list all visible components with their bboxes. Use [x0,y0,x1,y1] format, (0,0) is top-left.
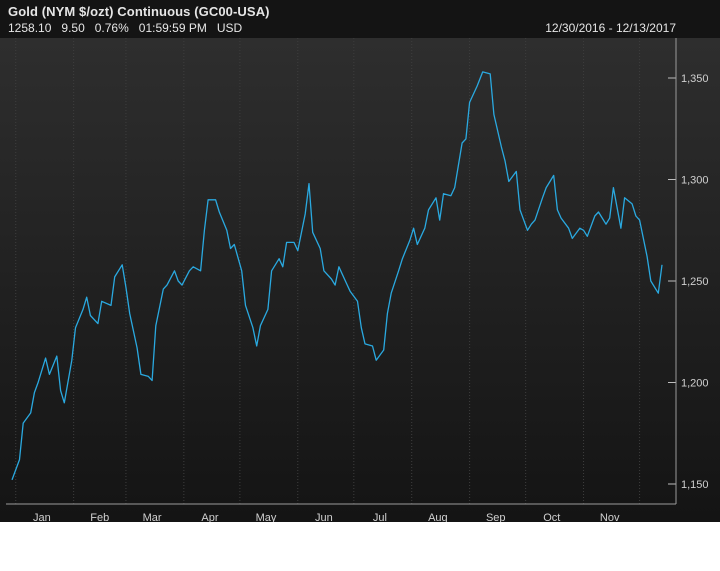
x-tick-label: Apr [201,512,218,522]
price-chart: Jan Feb Mar Apr May Jun Jul Aug Sep Oct Nov 1,150 1,… [0,38,720,522]
y-tick-label: 1,300 [681,175,709,187]
currency: USD [216,21,243,35]
last-price: 1258.10 [8,21,52,35]
y-tick-label: 1,150 [681,479,709,491]
x-tick-label: May [256,512,277,522]
x-tick-label: Mar [143,512,162,522]
quote-time: 01:59:59 PM [138,21,207,35]
x-tick-label: Jan [33,512,51,522]
date-range: 12/30/2016 - 12/13/2017 [545,21,676,35]
price-series-line [11,71,663,481]
chart-header: Gold (NYM $/ozt) Continuous (GC00-USA) 1… [0,0,720,38]
quote-line: 1258.10 9.50 0.76% 01:59:59 PM USD [8,21,252,35]
y-tick-label: 1,350 [681,73,709,85]
percent-change: 0.76% [94,21,129,35]
y-tick-label: 1,200 [681,378,709,390]
net-change: 9.50 [61,21,85,35]
chart-title: Gold (NYM $/ozt) Continuous (GC00-USA) [8,4,270,19]
x-tick-label: Jul [373,512,387,522]
plot-background [0,38,720,522]
x-tick-label: Nov [600,512,620,522]
x-tick-label: Jun [315,512,333,522]
x-tick-label: Aug [428,512,448,522]
x-tick-label: Feb [90,512,109,522]
x-tick-label: Oct [543,512,560,522]
x-tick-label: Sep [486,512,506,522]
y-tick-label: 1,250 [681,276,709,288]
